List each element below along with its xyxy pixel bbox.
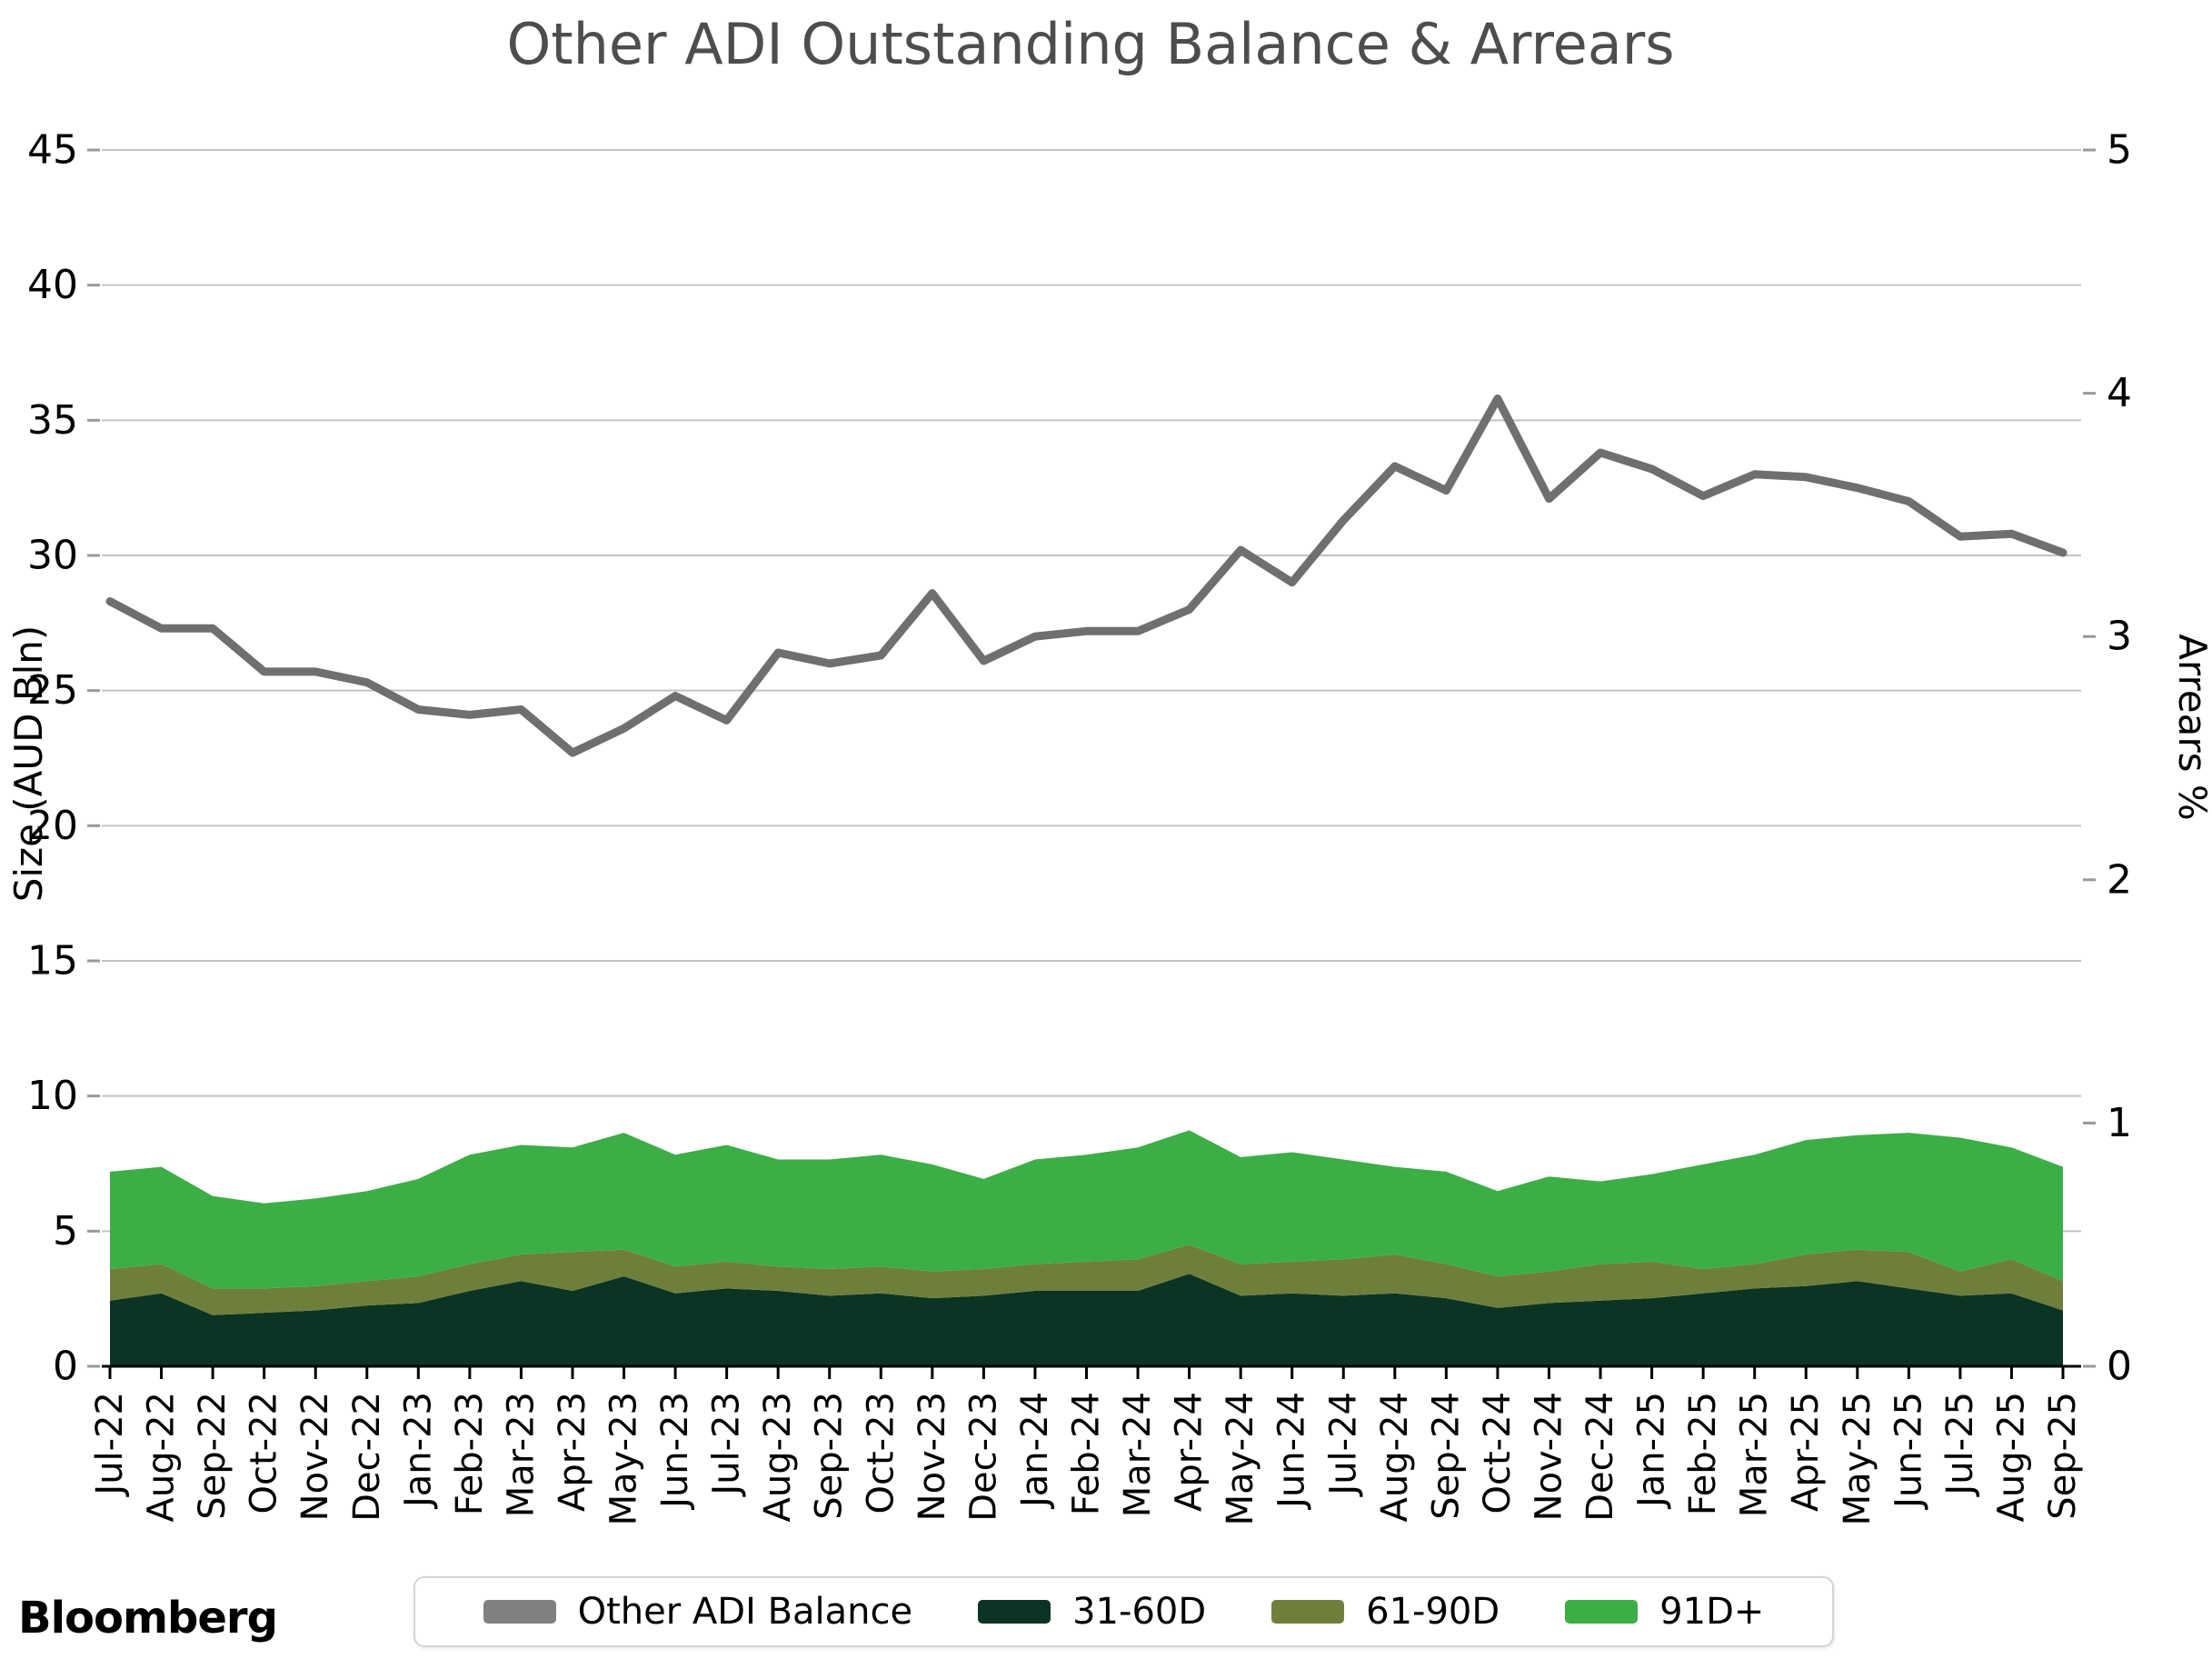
legend-item-31-60d: 31-60D bbox=[978, 1591, 1206, 1633]
area-61-90d bbox=[110, 1244, 2063, 1315]
x-tick-label-Dec-23: Dec-23 bbox=[962, 1392, 1004, 1522]
x-tick-label-Sep-24: Sep-24 bbox=[1425, 1392, 1467, 1520]
stacked-areas bbox=[110, 1130, 2063, 1366]
x-tick-label-Sep-25: Sep-25 bbox=[2042, 1392, 2084, 1520]
right-tick-label-1: 1 bbox=[2107, 1100, 2132, 1146]
right-axis-ticks: 0 1 2 3 4 5 bbox=[2083, 127, 2132, 1390]
gridlines bbox=[102, 149, 2081, 1233]
area-swatch-91d-plus-icon bbox=[1565, 1600, 1639, 1624]
right-tick-label-2: 2 bbox=[2107, 856, 2132, 903]
line-swatch-icon bbox=[483, 1600, 556, 1624]
x-tick-label-May-25: May-25 bbox=[1837, 1392, 1878, 1525]
left-tick-label-25: 25 bbox=[27, 667, 78, 714]
x-tick-label-Aug-23: Aug-23 bbox=[757, 1392, 799, 1522]
left-tick-label-35: 35 bbox=[27, 397, 78, 444]
area-31-60d bbox=[110, 1274, 2063, 1366]
x-tick-label-Jul-23: Jul-23 bbox=[706, 1392, 748, 1498]
x-tick-label-Mar-24: Mar-24 bbox=[1117, 1392, 1159, 1517]
x-tick-label-Apr-23: Apr-23 bbox=[552, 1392, 593, 1512]
right-tick-label-4: 4 bbox=[2107, 370, 2132, 416]
bloomberg-logo: Bloomberg bbox=[18, 1593, 278, 1644]
left-axis-ticks: 0 5 10 15 20 25 30 35 40 45 bbox=[27, 127, 100, 1390]
x-axis-ticks: Jul-22 Aug-22 Sep-22 Oct-22 Nov-22 Dec-22 Jan-… bbox=[89, 1366, 2084, 1525]
other-adi-balance-line bbox=[105, 395, 2068, 757]
legend-item-61-90d: 61-90D bbox=[1271, 1591, 1500, 1633]
x-tick-label-Jul-22: Jul-22 bbox=[89, 1392, 131, 1498]
legend-label-other-adi-balance: Other ADI Balance bbox=[577, 1591, 913, 1633]
right-tick-label-5: 5 bbox=[2107, 127, 2132, 174]
x-tick-label-Aug-24: Aug-24 bbox=[1374, 1392, 1416, 1522]
x-tick-label-Oct-22: Oct-22 bbox=[244, 1392, 285, 1514]
chart-title: Other ADI Outstanding Balance & Arrears bbox=[506, 11, 1674, 77]
x-tick-label-Feb-25: Feb-25 bbox=[1682, 1392, 1724, 1515]
x-tick-label-Nov-24: Nov-24 bbox=[1528, 1392, 1569, 1521]
x-tick-label-May-24: May-24 bbox=[1220, 1392, 1261, 1525]
x-tick-label-Jul-25: Jul-25 bbox=[1939, 1392, 1981, 1498]
left-tick-label-0: 0 bbox=[53, 1344, 78, 1390]
legend: Other ADI Balance 31-60D 61-90D 91D+ bbox=[414, 1576, 1834, 1647]
x-tick-label-Apr-24: Apr-24 bbox=[1169, 1392, 1211, 1512]
x-tick-label-May-23: May-23 bbox=[603, 1392, 645, 1525]
x-tick-label-Sep-22: Sep-22 bbox=[192, 1392, 234, 1520]
x-tick-label-Sep-23: Sep-23 bbox=[809, 1392, 851, 1520]
x-tick-label-Dec-22: Dec-22 bbox=[346, 1392, 388, 1522]
legend-label-91d-plus: 91D+ bbox=[1659, 1591, 1765, 1633]
x-tick-label-Aug-22: Aug-22 bbox=[141, 1392, 183, 1522]
x-tick-label-Mar-23: Mar-23 bbox=[500, 1392, 542, 1517]
legend-label-61-90d: 61-90D bbox=[1366, 1591, 1500, 1633]
x-tick-label-Nov-23: Nov-23 bbox=[912, 1392, 953, 1521]
left-tick-label-5: 5 bbox=[53, 1208, 78, 1254]
x-tick-label-Oct-24: Oct-24 bbox=[1477, 1392, 1519, 1514]
legend-label-31-60d: 31-60D bbox=[1072, 1591, 1207, 1633]
x-tick-label-Mar-25: Mar-25 bbox=[1734, 1392, 1776, 1517]
area-swatch-61-90d-icon bbox=[1271, 1600, 1345, 1624]
left-tick-label-10: 10 bbox=[27, 1073, 78, 1119]
x-tick-label-Oct-23: Oct-23 bbox=[860, 1392, 902, 1514]
x-tick-label-Aug-25: Aug-25 bbox=[1990, 1392, 2032, 1522]
x-tick-label-Jun-23: Jun-23 bbox=[654, 1392, 696, 1511]
x-tick-label-Apr-25: Apr-25 bbox=[1785, 1392, 1827, 1512]
left-tick-label-20: 20 bbox=[27, 803, 78, 849]
right-axis-title: Arrears % bbox=[2170, 634, 2212, 821]
balance-line bbox=[105, 395, 2068, 757]
area-swatch-31-60d-icon bbox=[978, 1600, 1051, 1624]
x-tick-label-Jun-24: Jun-24 bbox=[1271, 1392, 1313, 1511]
legend-item-other-adi-balance: Other ADI Balance bbox=[483, 1591, 913, 1633]
x-tick-label-Jan-25: Jan-25 bbox=[1631, 1392, 1673, 1510]
legend-item-91d-plus: 91D+ bbox=[1565, 1591, 1764, 1633]
x-tick-label-Feb-23: Feb-23 bbox=[449, 1392, 491, 1515]
x-tick-label-Nov-22: Nov-22 bbox=[294, 1392, 336, 1521]
left-tick-label-45: 45 bbox=[27, 127, 78, 174]
x-tick-label-Feb-24: Feb-24 bbox=[1066, 1392, 1108, 1515]
x-tick-label-Jan-23: Jan-23 bbox=[397, 1392, 439, 1510]
area-91d+ bbox=[110, 1130, 2063, 1289]
left-tick-label-40: 40 bbox=[27, 262, 78, 308]
x-tick-label-Dec-24: Dec-24 bbox=[1579, 1392, 1621, 1522]
left-axis-title: Size (AUD Bln) bbox=[6, 625, 51, 903]
right-tick-label-3: 3 bbox=[2107, 614, 2132, 660]
right-tick-label-0: 0 bbox=[2107, 1344, 2132, 1390]
left-tick-label-15: 15 bbox=[27, 938, 78, 984]
left-tick-label-30: 30 bbox=[27, 533, 78, 579]
x-tick-label-Jul-24: Jul-24 bbox=[1322, 1392, 1364, 1498]
x-tick-label-Jan-24: Jan-24 bbox=[1014, 1392, 1056, 1510]
x-tick-label-Jun-25: Jun-25 bbox=[1888, 1392, 1929, 1511]
